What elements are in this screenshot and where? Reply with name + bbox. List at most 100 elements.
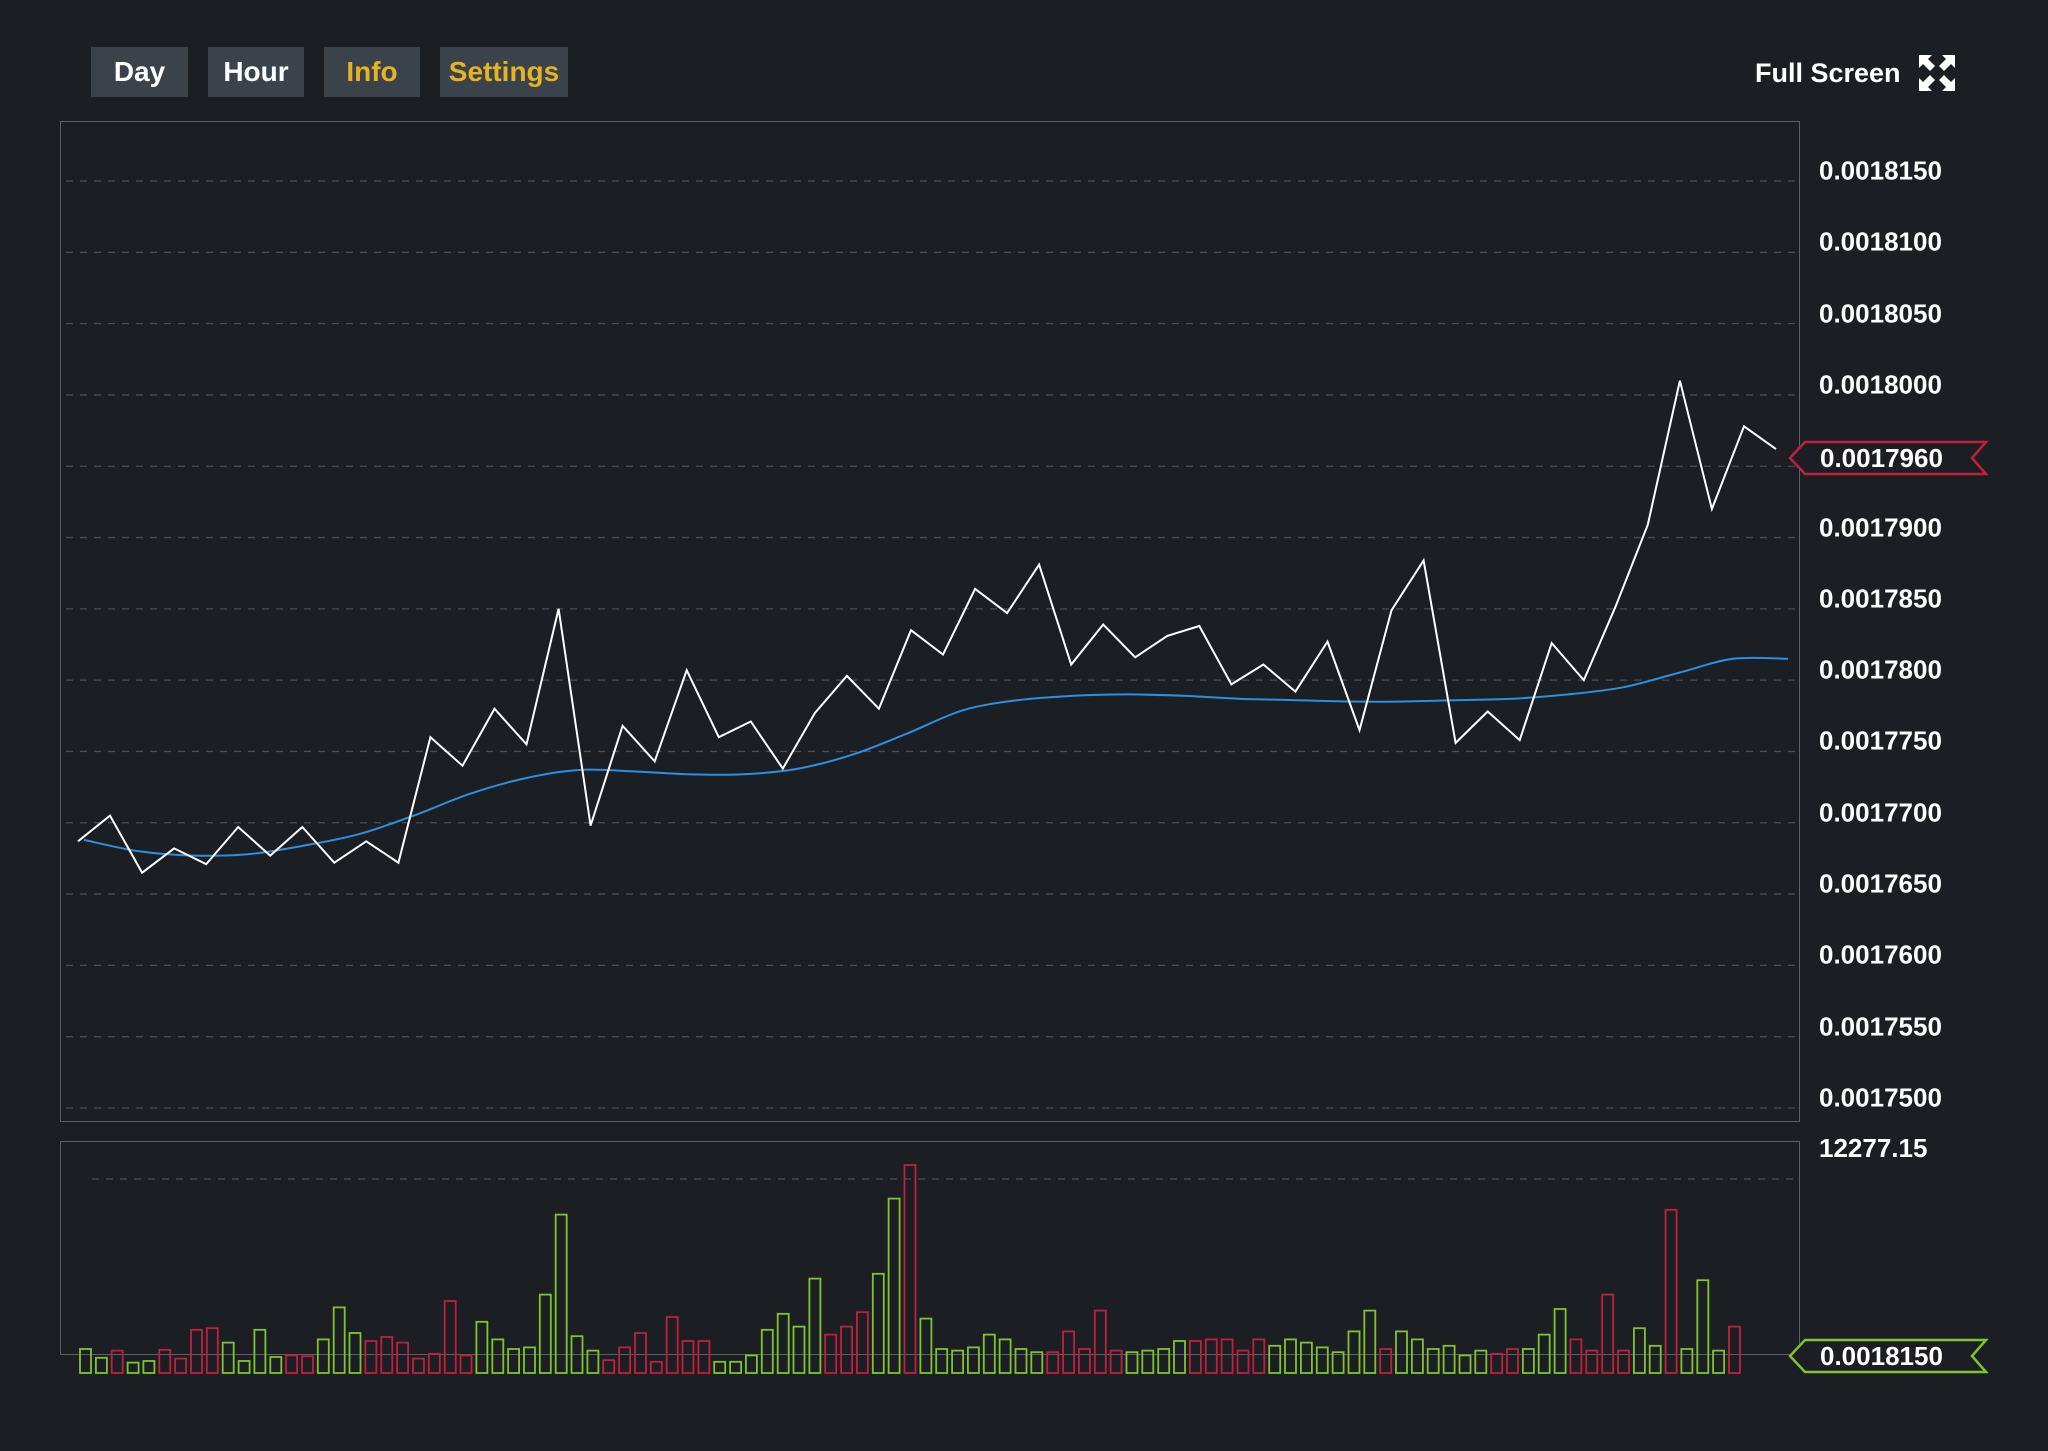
volume-bar [1379,1348,1393,1374]
volume-price-tag: 0.0018150 [1788,1339,1943,1373]
volume-bar [491,1338,505,1374]
volume-bar [412,1357,425,1374]
volume-bar [1157,1348,1171,1374]
volume-bar [1411,1338,1424,1374]
volume-bar [1474,1349,1488,1374]
volume-bar [951,1349,964,1374]
volume-bar [1633,1327,1646,1374]
volume-bar [1426,1348,1440,1374]
volume-bar [1220,1338,1234,1374]
volume-bar [998,1338,1012,1374]
volume-bar [713,1360,727,1374]
volume-bar [126,1361,140,1374]
price-tick-label: 0.0018050 [1819,298,1942,329]
volume-bar [1331,1351,1345,1374]
price-tick-label: 0.0018100 [1819,226,1942,257]
volume-bar [681,1340,695,1374]
price-tick-label: 0.0017600 [1819,939,1942,970]
volume-bar [79,1348,92,1374]
volume-bar [459,1354,473,1374]
tab-day[interactable]: Day [91,47,188,97]
moving-average-line [83,656,1789,857]
volume-bar [1284,1338,1297,1374]
volume-bar [1236,1349,1250,1374]
volume-bar [1522,1348,1535,1374]
volume-bar [586,1349,600,1374]
volume-bar [332,1306,346,1374]
volume-bar [1553,1308,1567,1374]
volume-bar [1204,1338,1218,1374]
volume-bar [1141,1349,1155,1374]
volume-bar [1014,1348,1028,1374]
volume-bar [967,1346,980,1374]
price-tick-label: 0.0017700 [1819,797,1942,828]
volume-bar [1268,1344,1282,1374]
volume-bar [1458,1354,1472,1374]
fullscreen-button[interactable]: Full Screen [1755,52,1955,94]
volume-bar [1617,1349,1630,1374]
expand-arrows-icon[interactable] [1918,55,1955,91]
volume-bar [887,1197,901,1374]
tab-settings[interactable]: Settings [440,47,568,97]
volume-bar [903,1164,917,1374]
price-tick-label: 0.0017750 [1819,725,1942,756]
volume-bar [1601,1293,1615,1374]
volume-bar [253,1328,267,1374]
volume-bar [1506,1348,1519,1374]
volume-bar [110,1349,124,1374]
tab-info[interactable]: Info [324,47,420,97]
volume-bar [158,1348,172,1374]
price-tick-label: 0.0018000 [1819,369,1942,400]
volume-bar [269,1356,283,1374]
volume-bar [1395,1330,1408,1374]
volume-bar [285,1354,299,1374]
volume-bar [1680,1348,1694,1374]
volume-bar [380,1336,394,1374]
volume-bar [142,1360,156,1374]
volume-axis-max-label: 12277.15 [1819,1133,1928,1163]
current-price-label: 0.0017960 [1820,442,1943,473]
volume-bar [1569,1338,1583,1374]
price-chart-panel[interactable] [60,121,1800,1122]
volume-bar [396,1341,410,1374]
current-price-tag-shape [1788,440,1989,476]
volume-bar [1728,1325,1741,1374]
volume-chart-panel[interactable] [60,1141,1800,1355]
price-tick-label: 0.0017500 [1819,1082,1942,1113]
price-tick-label: 0.0017850 [1819,583,1942,614]
volume-bar [1712,1349,1725,1374]
volume-bar [919,1317,933,1374]
volume-bar [840,1325,853,1374]
volume-bar [237,1360,251,1374]
volume-bar [427,1352,441,1374]
volume-bar [602,1359,616,1374]
price-tick-label: 0.0017650 [1819,868,1942,899]
fullscreen-label: Full Screen [1755,57,1901,88]
volume-bar [348,1332,362,1374]
volume-price-label: 0.0018150 [1820,1340,1943,1371]
volume-bar [570,1335,584,1374]
volume-bar [697,1340,711,1374]
volume-bar [649,1360,663,1374]
volume-bar [1062,1330,1075,1374]
volume-bar [808,1277,822,1374]
volume-bar [871,1272,885,1374]
volume-bar [1696,1279,1710,1374]
volume-bar [316,1338,330,1374]
volume-bar [301,1355,314,1374]
volume-bar [824,1333,838,1374]
volume-bar [665,1316,679,1374]
volume-bar [190,1328,203,1374]
price-tick-label: 0.0017550 [1819,1011,1942,1042]
price-line [77,380,1777,875]
volume-bar [935,1348,949,1374]
volume-bar [634,1332,647,1374]
volume-bar [1189,1340,1202,1374]
volume-bar [856,1311,869,1374]
volume-bar [1490,1352,1504,1374]
volume-bar [364,1340,378,1374]
tab-hour[interactable]: Hour [208,47,304,97]
volume-bar [792,1325,806,1374]
volume-bar [1093,1309,1107,1374]
